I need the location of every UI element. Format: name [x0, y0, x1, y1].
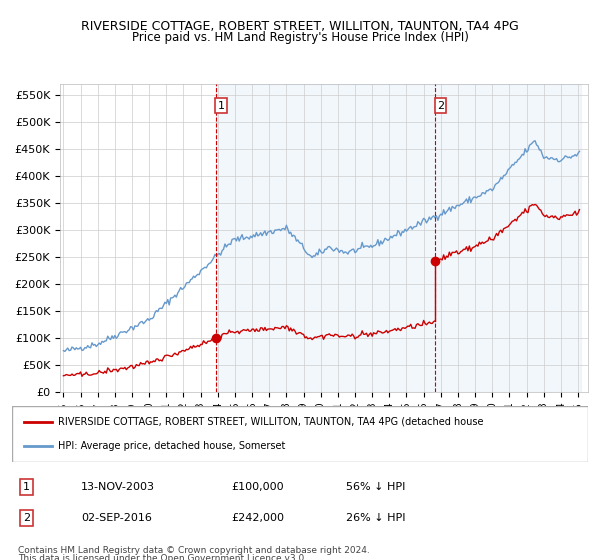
Text: 26% ↓ HPI: 26% ↓ HPI [346, 513, 406, 523]
Bar [215, 84, 581, 392]
Text: 13-NOV-2003: 13-NOV-2003 [81, 482, 155, 492]
Text: 1: 1 [217, 101, 224, 110]
Text: Contains HM Land Registry data © Crown copyright and database right 2024.: Contains HM Land Registry data © Crown c… [18, 546, 370, 555]
Text: RIVERSIDE COTTAGE, ROBERT STREET, WILLITON, TAUNTON, TA4 4PG (detached house: RIVERSIDE COTTAGE, ROBERT STREET, WILLIT… [58, 417, 484, 427]
Text: Price paid vs. HM Land Registry's House Price Index (HPI): Price paid vs. HM Land Registry's House … [131, 31, 469, 44]
Text: £100,000: £100,000 [231, 482, 284, 492]
Text: 56% ↓ HPI: 56% ↓ HPI [346, 482, 406, 492]
Text: 02-SEP-2016: 02-SEP-2016 [81, 513, 152, 523]
FancyBboxPatch shape [12, 406, 588, 462]
Text: £242,000: £242,000 [231, 513, 284, 523]
Text: HPI: Average price, detached house, Somerset: HPI: Average price, detached house, Some… [58, 441, 286, 451]
Text: 2: 2 [437, 101, 444, 110]
Text: This data is licensed under the Open Government Licence v3.0.: This data is licensed under the Open Gov… [18, 554, 307, 560]
Text: RIVERSIDE COTTAGE, ROBERT STREET, WILLITON, TAUNTON, TA4 4PG: RIVERSIDE COTTAGE, ROBERT STREET, WILLIT… [81, 20, 519, 32]
Text: 1: 1 [23, 482, 30, 492]
Text: 2: 2 [23, 513, 30, 523]
